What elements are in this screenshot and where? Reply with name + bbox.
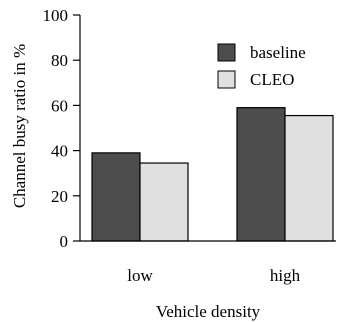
y-tick-label: 100 bbox=[43, 6, 69, 25]
legend-swatch-baseline bbox=[217, 43, 236, 62]
legend-label-cleo: CLEO bbox=[250, 70, 294, 89]
bar-cleo-low bbox=[139, 162, 189, 242]
x-axis-title: Vehicle density bbox=[156, 302, 261, 321]
bars-group bbox=[91, 107, 334, 242]
legend: baseline CLEO bbox=[217, 43, 306, 89]
bar-cleo-high bbox=[284, 114, 334, 242]
category-label-low: low bbox=[127, 266, 153, 285]
y-axis-title: Channel busy ratio in % bbox=[10, 44, 29, 208]
y-tick-label: 0 bbox=[60, 232, 69, 251]
y-tick-label: 20 bbox=[51, 187, 68, 206]
legend-label-baseline: baseline bbox=[250, 43, 306, 62]
category-labels-group: low high bbox=[127, 266, 300, 285]
legend-swatch-cleo bbox=[217, 70, 236, 89]
y-tick-label: 60 bbox=[51, 96, 68, 115]
y-tick-label: 80 bbox=[51, 51, 68, 70]
y-tick-label: 40 bbox=[51, 142, 68, 161]
bar-baseline-high bbox=[236, 107, 286, 242]
y-ticks-group: 0 20 40 60 80 100 bbox=[43, 6, 80, 251]
category-label-high: high bbox=[270, 266, 301, 285]
axes-group bbox=[79, 15, 336, 242]
bar-baseline-low bbox=[91, 152, 141, 242]
